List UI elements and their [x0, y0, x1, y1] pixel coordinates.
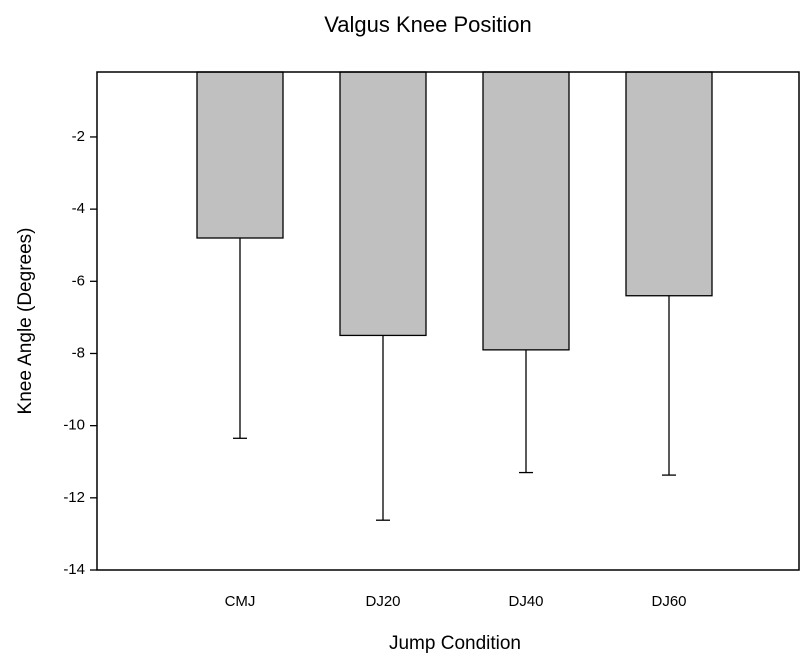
bar	[482, 71, 570, 351]
y-tick-label: -14	[63, 561, 85, 578]
y-tick-label: -2	[72, 128, 85, 145]
y-tick-label: -12	[63, 489, 85, 506]
y-tick-label: -6	[72, 272, 85, 289]
y-axis-label: Knee Angle (Degrees)	[15, 228, 36, 415]
x-tick-label: DJ20	[365, 593, 400, 610]
x-tick-label: CMJ	[225, 593, 256, 610]
x-tick-label: DJ60	[651, 593, 686, 610]
bar	[625, 71, 713, 297]
plot-frame	[96, 71, 800, 571]
y-tick-label: -4	[72, 200, 85, 217]
x-tick-label: DJ40	[508, 593, 543, 610]
bar	[196, 71, 284, 239]
bar	[339, 71, 427, 337]
chart-title: Valgus Knee Position	[324, 12, 532, 37]
y-tick-label: -10	[63, 417, 85, 434]
x-axis-label: Jump Condition	[389, 633, 521, 654]
y-tick-label: -8	[72, 344, 85, 361]
